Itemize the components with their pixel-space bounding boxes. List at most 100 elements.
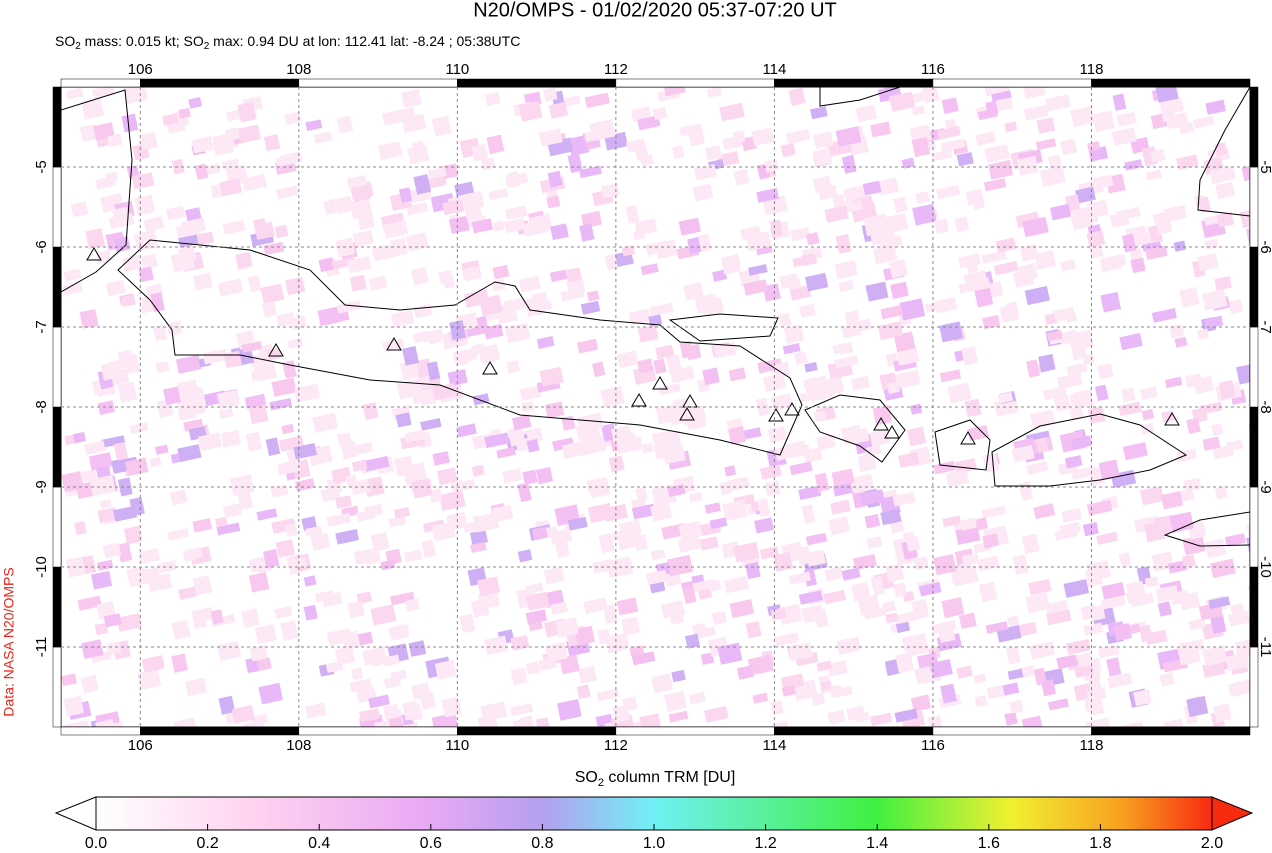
texture-cell	[560, 287, 585, 302]
texture-cell	[140, 253, 158, 270]
texture-cell	[756, 187, 779, 203]
texture-cell	[492, 220, 505, 232]
texture-cell	[904, 640, 929, 657]
texture-cell	[335, 528, 360, 545]
texture-cell	[577, 665, 598, 684]
texture-cell	[1070, 340, 1087, 361]
texture-cell	[924, 300, 948, 313]
texture-cell	[280, 620, 299, 641]
frame-stripe	[298, 78, 458, 88]
texture-cell	[420, 417, 442, 431]
texture-cell	[1179, 488, 1195, 502]
texture-cell	[583, 597, 608, 614]
texture-cell	[237, 101, 257, 123]
texture-cell	[997, 391, 1014, 404]
texture-cell	[336, 115, 353, 134]
texture-cell	[100, 361, 123, 381]
texture-cell	[936, 184, 961, 200]
texture-cell	[546, 195, 561, 209]
texture-cell	[694, 164, 717, 181]
texture-cell	[1021, 533, 1040, 555]
texture-cell	[89, 474, 116, 497]
texture-cell	[1239, 209, 1250, 229]
texture-cell	[90, 570, 113, 590]
texture-cell	[702, 367, 720, 386]
texture-cell	[780, 142, 796, 158]
texture-cell	[1026, 461, 1049, 475]
texture-cell	[441, 696, 462, 718]
texture-cell	[434, 659, 457, 680]
texture-cell	[458, 190, 485, 212]
texture-cell	[411, 478, 433, 499]
texture-cell	[241, 608, 260, 628]
texture-cell	[745, 561, 761, 580]
texture-cell	[526, 438, 540, 453]
texture-cell	[401, 113, 427, 133]
texture-cell	[217, 278, 244, 297]
texture-cell	[1065, 312, 1078, 324]
texture-cell	[171, 653, 189, 673]
texture-cell	[210, 183, 224, 199]
texture-cell	[628, 308, 651, 326]
texture-cell	[806, 232, 820, 246]
texture-cell	[248, 404, 269, 425]
texture-cell	[915, 191, 930, 204]
texture-cell	[1204, 238, 1219, 250]
texture-cell	[117, 477, 133, 497]
texture-cell	[910, 403, 923, 415]
texture-cell	[1004, 711, 1018, 726]
texture-cell	[1169, 324, 1185, 339]
texture-cell	[102, 542, 122, 559]
texture-cell	[661, 443, 686, 465]
texture-cell	[1061, 508, 1082, 523]
texture-cell	[525, 591, 550, 611]
texture-cell	[1216, 211, 1235, 228]
texture-cell	[408, 640, 427, 657]
texture-cell	[1110, 211, 1130, 228]
texture-cell	[1159, 672, 1175, 687]
texture-cell	[471, 143, 489, 162]
texture-cell	[1122, 442, 1148, 461]
texture-cell	[804, 377, 829, 397]
texture-cell	[74, 521, 87, 535]
texture-cell	[635, 487, 648, 502]
texture-cell	[1204, 315, 1224, 329]
texture-cell	[803, 447, 823, 464]
texture-cell	[176, 394, 203, 412]
colorbar-tick-label: 1.6	[978, 835, 1000, 852]
texture-cell	[1086, 560, 1111, 581]
texture-cell	[543, 566, 565, 585]
texture-cell	[1236, 363, 1250, 385]
texture-cell	[1096, 531, 1119, 545]
texture-cell	[1098, 459, 1120, 481]
texture-cell	[1241, 163, 1250, 182]
texture-cell	[1025, 592, 1051, 614]
texture-cell	[1183, 477, 1202, 493]
texture-cell	[618, 519, 642, 538]
texture-cell	[358, 708, 381, 723]
texture-cell	[1074, 664, 1095, 679]
texture-cell	[805, 549, 826, 567]
texture-cell	[406, 721, 419, 727]
texture-cell	[982, 533, 999, 549]
texture-cell	[352, 230, 374, 248]
texture-cell	[185, 207, 202, 222]
texture-cell	[517, 482, 532, 503]
texture-cell	[116, 613, 143, 632]
texture-cell	[413, 304, 433, 319]
texture-cell	[77, 595, 102, 611]
texture-cell	[275, 539, 296, 558]
texture-cell	[97, 400, 115, 415]
texture-cell	[1169, 511, 1195, 533]
texture-cell	[231, 705, 255, 724]
colorbar-tick-label: 1.2	[754, 835, 776, 852]
texture-cell	[869, 227, 897, 246]
texture-cell	[486, 134, 505, 155]
texture-cell	[1029, 641, 1055, 660]
texture-cell	[408, 377, 431, 391]
texture-cell	[663, 690, 687, 712]
texture-cell	[103, 613, 122, 628]
texture-cell	[660, 600, 686, 619]
texture-cell	[555, 617, 579, 638]
texture-cell	[346, 174, 368, 189]
